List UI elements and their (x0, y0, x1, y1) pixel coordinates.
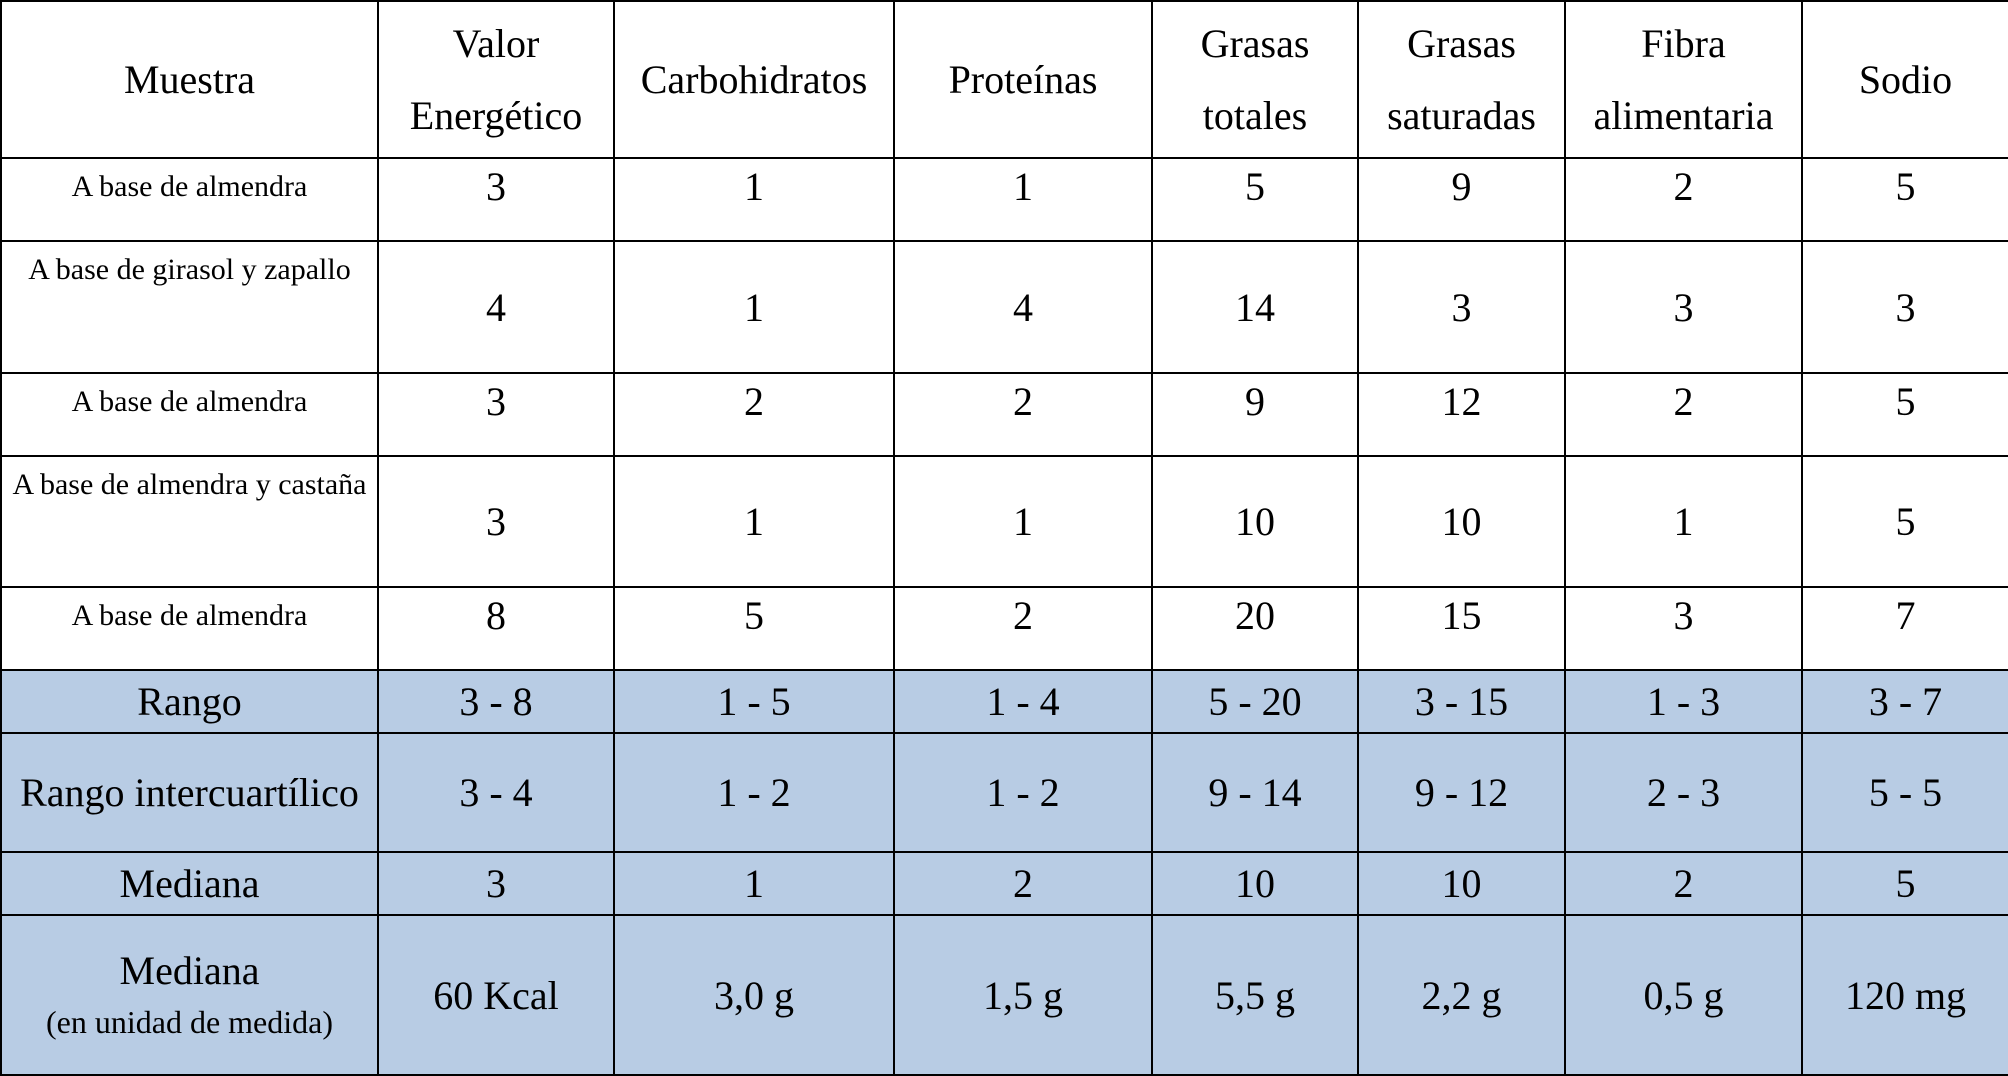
value-cell: 5 (1151, 157, 1359, 242)
summary-value: 9 - 12 (1357, 732, 1566, 853)
value-cell: 4 (893, 240, 1153, 374)
summary-label: Mediana (0, 851, 379, 916)
summary-label-main: Mediana (119, 948, 260, 993)
summary-label: Rango (0, 669, 379, 734)
summary-value: 1 - 3 (1564, 669, 1803, 734)
summary-value: 5 - 20 (1151, 669, 1359, 734)
value-cell: 3 (1564, 586, 1803, 671)
summary-value: 3 - 8 (377, 669, 615, 734)
summary-row: Rango 3 - 8 1 - 5 1 - 4 5 - 20 3 - 15 1 … (0, 669, 2008, 734)
value-cell: 1 (1564, 455, 1803, 588)
sample-cell: A base de almendra (0, 372, 379, 457)
sample-cell: A base de almendra y castaña (0, 455, 379, 588)
summary-value: 5 (1801, 851, 2008, 916)
summary-value: 1 - 2 (613, 732, 895, 853)
sample-cell: A base de almendra (0, 586, 379, 671)
summary-value: 60 Kcal (377, 914, 615, 1076)
header-cell: Proteínas (893, 0, 1153, 159)
summary-value: 9 - 14 (1151, 732, 1359, 853)
value-cell: 2 (893, 372, 1153, 457)
value-cell: 3 (1357, 240, 1566, 374)
value-cell: 5 (613, 586, 895, 671)
summary-value: 5,5 g (1151, 914, 1359, 1076)
summary-row: Mediana 3 1 2 10 10 2 5 (0, 851, 2008, 916)
value-cell: 2 (1564, 157, 1803, 242)
value-cell: 5 (1801, 455, 2008, 588)
summary-label: Rango intercuartílico (0, 732, 379, 853)
summary-value: 3 - 7 (1801, 669, 2008, 734)
summary-row: Rango intercuartílico 3 - 4 1 - 2 1 - 2 … (0, 732, 2008, 853)
value-cell: 9 (1357, 157, 1566, 242)
value-cell: 9 (1151, 372, 1359, 457)
header-cell: Grasas totales (1151, 0, 1359, 159)
summary-value: 10 (1357, 851, 1566, 916)
summary-value: 3 - 4 (377, 732, 615, 853)
table-row: A base de almendra y castaña 3 1 1 10 10… (0, 455, 2008, 588)
value-cell: 3 (377, 455, 615, 588)
value-cell: 1 (893, 455, 1153, 588)
summary-value: 3 - 15 (1357, 669, 1566, 734)
summary-value: 3 (377, 851, 615, 916)
summary-value: 1 - 2 (893, 732, 1153, 853)
value-cell: 1 (613, 455, 895, 588)
value-cell: 7 (1801, 586, 2008, 671)
header-cell: Sodio (1801, 0, 2008, 159)
header-row: Muestra Valor Energético Carbohidratos P… (0, 0, 2008, 159)
value-cell: 1 (893, 157, 1153, 242)
header-cell: Grasas saturadas (1357, 0, 1566, 159)
summary-value: 1,5 g (893, 914, 1153, 1076)
value-cell: 12 (1357, 372, 1566, 457)
summary-value: 1 - 4 (893, 669, 1153, 734)
value-cell: 2 (893, 586, 1153, 671)
sample-cell: A base de almendra (0, 157, 379, 242)
summary-value: 2 - 3 (1564, 732, 1803, 853)
value-cell: 20 (1151, 586, 1359, 671)
value-cell: 2 (613, 372, 895, 457)
table-row: A base de almendra 3 2 2 9 12 2 5 (0, 372, 2008, 457)
summary-value: 2 (1564, 851, 1803, 916)
summary-value: 1 (613, 851, 895, 916)
table-row: A base de girasol y zapallo 4 1 4 14 3 3… (0, 240, 2008, 374)
summary-value: 1 - 5 (613, 669, 895, 734)
value-cell: 10 (1357, 455, 1566, 588)
summary-label: Mediana (en unidad de medida) (0, 914, 379, 1076)
sample-cell: A base de girasol y zapallo (0, 240, 379, 374)
header-cell: Carbohidratos (613, 0, 895, 159)
summary-value: 2,2 g (1357, 914, 1566, 1076)
summary-row: Mediana (en unidad de medida) 60 Kcal 3,… (0, 914, 2008, 1076)
summary-value: 2 (893, 851, 1153, 916)
value-cell: 1 (613, 240, 895, 374)
value-cell: 1 (613, 157, 895, 242)
header-cell: Valor Energético (377, 0, 615, 159)
value-cell: 8 (377, 586, 615, 671)
header-cell: Muestra (0, 0, 379, 159)
table-row: A base de almendra 8 5 2 20 15 3 7 (0, 586, 2008, 671)
value-cell: 5 (1801, 372, 2008, 457)
value-cell: 14 (1151, 240, 1359, 374)
summary-value: 3,0 g (613, 914, 895, 1076)
summary-value: 120 mg (1801, 914, 2008, 1076)
value-cell: 15 (1357, 586, 1566, 671)
value-cell: 10 (1151, 455, 1359, 588)
value-cell: 2 (1564, 372, 1803, 457)
header-cell: Fibra alimentaria (1564, 0, 1803, 159)
table-row: A base de almendra 3 1 1 5 9 2 5 (0, 157, 2008, 242)
value-cell: 3 (1801, 240, 2008, 374)
summary-value: 10 (1151, 851, 1359, 916)
value-cell: 4 (377, 240, 615, 374)
value-cell: 3 (377, 372, 615, 457)
summary-label-sub: (en unidad de medida) (46, 1004, 333, 1040)
summary-value: 5 - 5 (1801, 732, 2008, 853)
value-cell: 3 (1564, 240, 1803, 374)
summary-value: 0,5 g (1564, 914, 1803, 1076)
value-cell: 5 (1801, 157, 2008, 242)
value-cell: 3 (377, 157, 615, 242)
